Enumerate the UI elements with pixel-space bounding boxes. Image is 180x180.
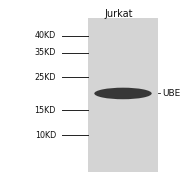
Text: 25KD: 25KD [35,73,56,82]
Text: Jurkat: Jurkat [105,9,133,19]
Bar [88,18,158,172]
Text: UBE2L6: UBE2L6 [162,89,180,98]
Text: 40KD: 40KD [35,31,56,40]
Text: 10KD: 10KD [35,130,56,140]
Ellipse shape [94,88,152,99]
Text: 15KD: 15KD [35,106,56,115]
Text: 35KD: 35KD [35,48,56,57]
